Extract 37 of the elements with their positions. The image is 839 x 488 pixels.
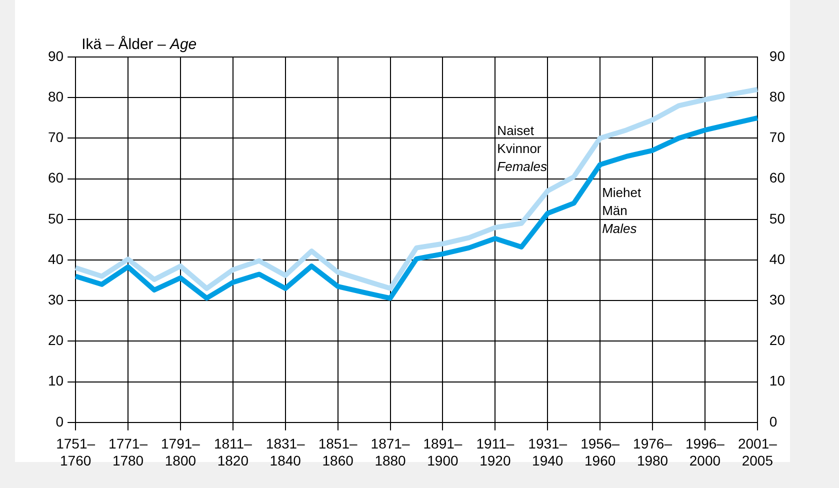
y2-tick-label: 0 — [769, 413, 778, 430]
x-tick-label: 1976–1980 — [633, 436, 672, 468]
y-tick-label: 70 — [48, 129, 64, 146]
x-tick-label: 1791–1800 — [161, 436, 200, 468]
y2-tick-label: 70 — [769, 129, 786, 146]
y-tick-label: 40 — [48, 250, 64, 267]
y-tick-label: 80 — [48, 88, 64, 104]
y2-tick-label: 40 — [769, 250, 786, 267]
x-tick-label: 1931–1940 — [528, 436, 568, 468]
y2-tick-label: 10 — [769, 372, 786, 389]
x-tick-label: 1996–2000 — [686, 436, 725, 468]
series-label: Naiset Kvinnor Females — [497, 122, 548, 174]
y2-tick-label: 50 — [769, 210, 786, 226]
y-tick-label: 20 — [48, 332, 64, 348]
x-tick-label: 1831–1840 — [266, 436, 306, 468]
y2-tick-label: 20 — [769, 332, 786, 348]
x-tick-label: 1851–1860 — [318, 436, 358, 468]
y-tick-label: 60 — [48, 170, 64, 186]
y-axis-title: Ikä – Ålder – Age — [82, 35, 197, 53]
y-tick-label: 90 — [48, 48, 64, 64]
x-tick-label: 1811–1820 — [214, 436, 252, 468]
x-tick-label: 1871–1880 — [370, 436, 410, 468]
y-tick-label: 50 — [48, 210, 64, 226]
y-tick-label: 30 — [48, 291, 64, 308]
y2-tick-label: 30 — [769, 291, 786, 308]
y2-tick-label: 80 — [769, 88, 786, 104]
y-tick-label: 10 — [48, 372, 64, 389]
y2-tick-label: 90 — [769, 48, 786, 64]
x-tick-label: 1771–1780 — [108, 436, 148, 468]
x-tick-label: 2001–2005 — [738, 436, 778, 468]
series-label: Miehet Män Males — [602, 184, 642, 236]
x-tick-label: 1956–1960 — [580, 436, 620, 468]
y-tick-label: 0 — [56, 413, 64, 430]
x-tick-label: 1751–1760 — [56, 436, 96, 468]
y2-tick-label: 60 — [769, 170, 786, 186]
x-tick-label: 1891–1900 — [423, 436, 462, 468]
x-tick-label: 1911–1920 — [476, 436, 514, 468]
